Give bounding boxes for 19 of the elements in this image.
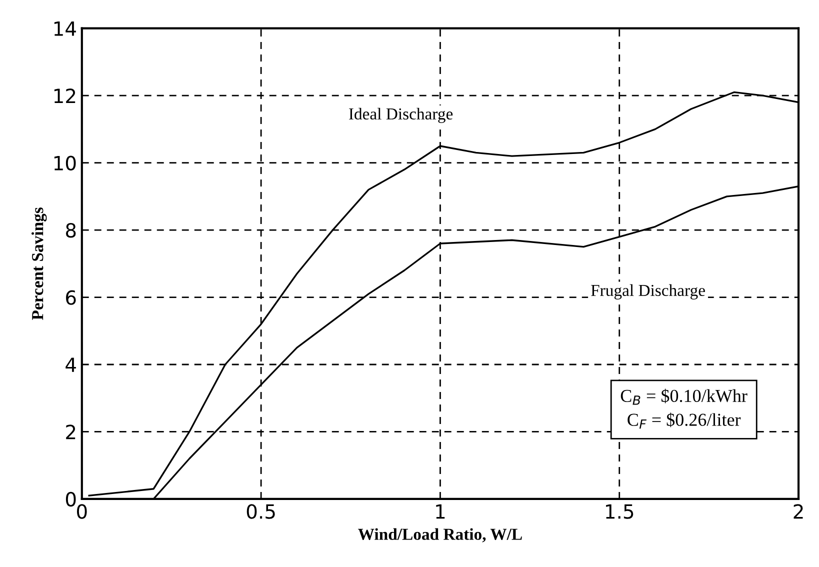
- series-label: Ideal Discharge: [349, 108, 453, 123]
- annotation: C$_{B}$ = $0.10/kWhr: [620, 388, 748, 405]
- y-tick-label: 6: [66, 290, 76, 305]
- text: Frugal Discharge: [591, 284, 705, 300]
- x-tick-label: 2: [794, 504, 803, 519]
- annotation: C$_{F}$ = $0.26/liter: [628, 412, 741, 429]
- y-tick-label: 10: [54, 156, 76, 170]
- y-tick-label: 8: [66, 222, 76, 238]
- y-tick-label: 2: [66, 424, 76, 440]
- y-tick-label: 0: [66, 492, 76, 507]
- y-tick-label: 14: [54, 22, 76, 36]
- x-axis-title: Wind/Load Ratio, W/L: [358, 528, 522, 542]
- y-tick-label: 12: [54, 88, 76, 103]
- x-tick-label: 0: [76, 504, 87, 519]
- y-axis-title: Percent Savings: [31, 208, 47, 320]
- x-tick-label: 0.5: [246, 504, 275, 519]
- x-tick-label: 1.5: [606, 504, 634, 519]
- y-tick-label: 4: [66, 358, 76, 372]
- x-tick-label: 1: [436, 504, 445, 519]
